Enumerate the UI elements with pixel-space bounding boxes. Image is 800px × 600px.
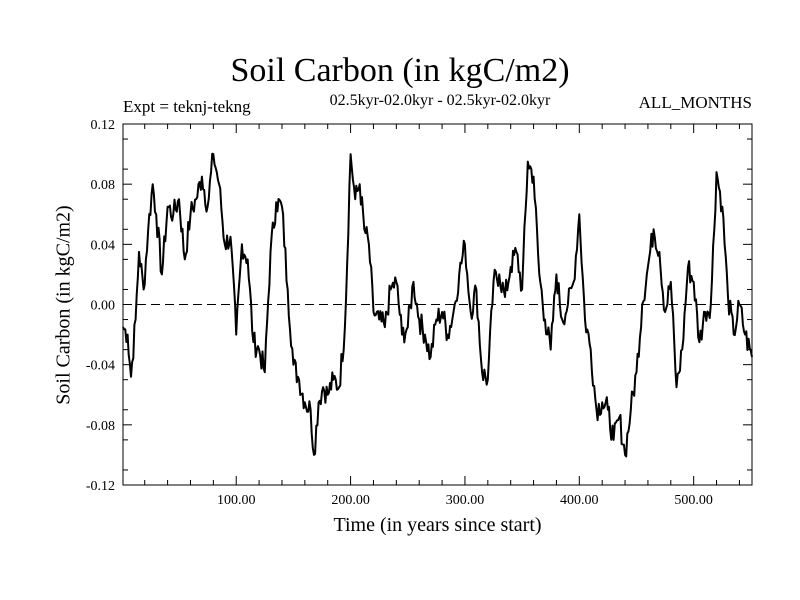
y-tick-label: -0.04 [86,359,115,374]
x-tick-label: 500.00 [674,493,713,508]
x-axis-label: Time (in years since start) [333,514,542,536]
chart-title: Soil Carbon (in kgC/m2) [230,52,570,89]
x-tick-label: 200.00 [331,493,370,508]
chart-subtitle: 02.5kyr-02.0kyr - 02.5kyr-02.0kyr [329,92,551,109]
x-tick-label: 100.00 [217,493,256,508]
x-tick-label: 400.00 [560,493,599,508]
y-tick-label: -0.12 [86,479,115,494]
y-tick-label: 0.12 [91,118,116,133]
y-tick-label: -0.08 [86,419,115,434]
x-tick-label: 300.00 [446,493,485,508]
y-tick-label: 0.04 [91,238,116,253]
period-label: ALL_MONTHS [638,93,752,112]
y-tick-label: 0.08 [91,178,116,193]
series-line [122,152,753,458]
y-tick-label: 0.00 [91,299,116,314]
experiment-label: Expt = teknj-tekng [123,97,251,116]
